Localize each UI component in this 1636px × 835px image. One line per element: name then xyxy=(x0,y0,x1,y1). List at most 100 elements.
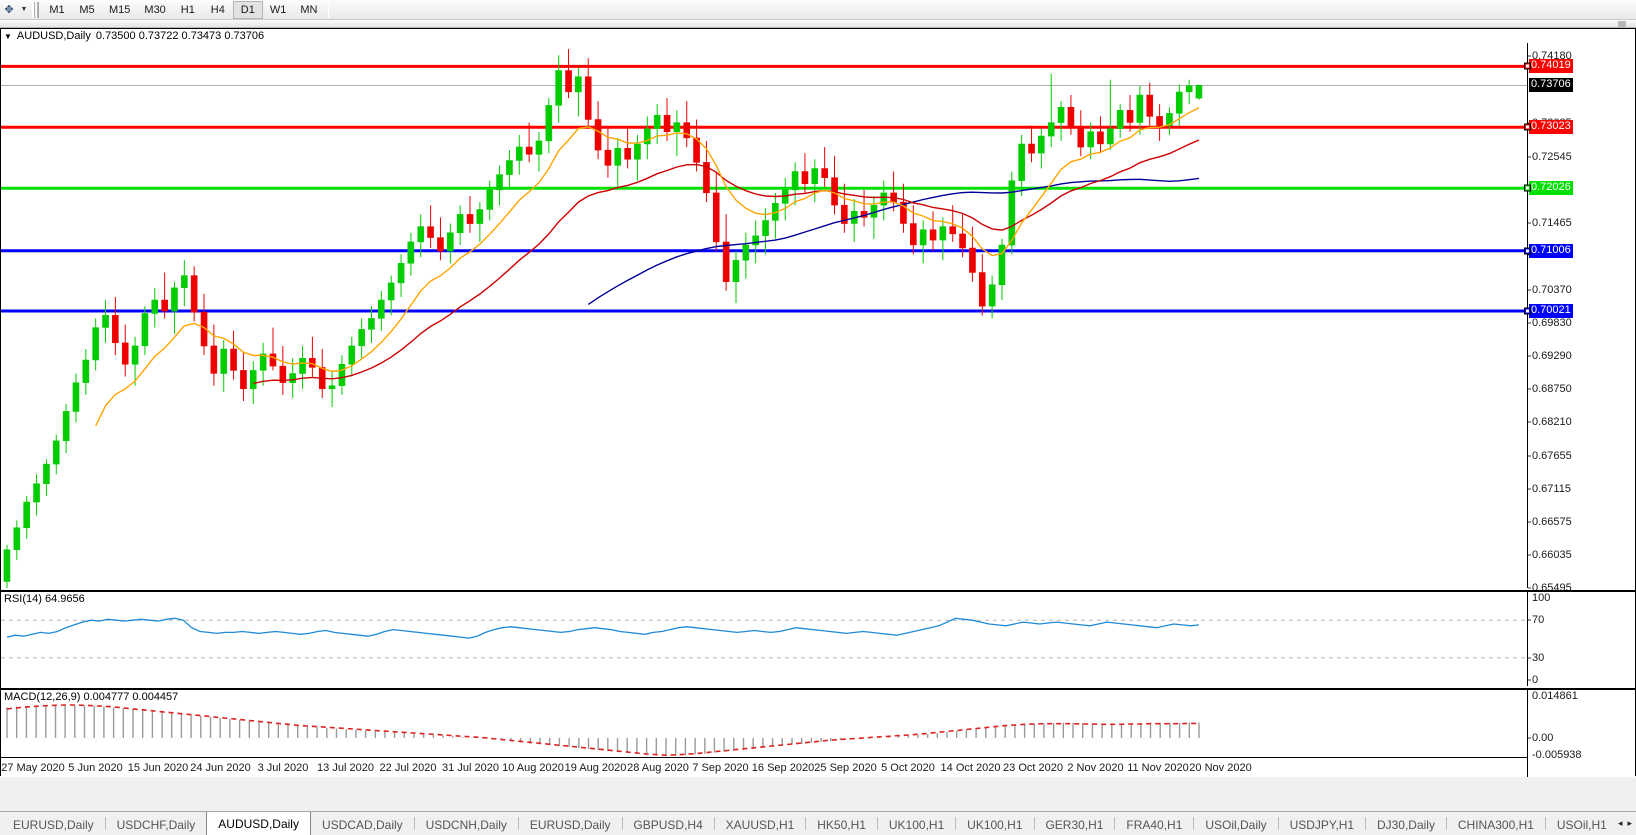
date-tick: 11 Nov 2020 xyxy=(1127,762,1189,774)
price-tick: 0.71465 xyxy=(1528,217,1572,229)
chart-tab-gbpusd-h4[interactable]: GBPUSD,H4 xyxy=(633,817,703,832)
timeframe-m5[interactable]: M5 xyxy=(79,3,95,16)
price-level-label-resistance-740[interactable]: 0.74019 xyxy=(1529,59,1573,74)
toolbar-dropdown-caret-icon[interactable]: ▼ xyxy=(20,6,28,13)
macd-label: MACD(12,26,9) 0.004777 0.004457 xyxy=(4,691,179,703)
chart-canvas-window: ▼ AUDUSD,Daily 0.73500 0.73722 0.73473 0… xyxy=(0,28,1636,777)
handle-center xyxy=(1526,125,1529,129)
chart-tab-audusd-daily[interactable]: AUDUSD,Daily xyxy=(206,812,311,835)
date-tick: 22 Jul 2020 xyxy=(379,762,437,774)
price-chart-svg xyxy=(1,49,1527,588)
chart-horizontal-scrollbar[interactable] xyxy=(0,20,1636,28)
scrollbar-thumb[interactable] xyxy=(1618,21,1626,27)
chart-tab-uk100-h1[interactable]: UK100,H1 xyxy=(888,817,945,832)
price-tick: 0.68750 xyxy=(1528,383,1572,395)
tick-dash xyxy=(1528,55,1531,57)
rsi-tick: 30 xyxy=(1528,652,1544,664)
rsi-label: RSI(14) 64.9656 xyxy=(4,593,85,605)
macd-chart-svg xyxy=(6,704,1200,757)
chart-ohlc-values: 0.73500 0.73722 0.73473 0.73706 xyxy=(95,30,265,42)
chart-tab-china300-h1[interactable]: CHINA300,H1 xyxy=(1457,817,1534,832)
toolbar-separator xyxy=(328,1,330,18)
tick-dash xyxy=(1528,222,1531,224)
price-level-label-current-price[interactable]: 0.73706 xyxy=(1529,78,1573,93)
chart-tab-uk100-h1[interactable]: UK100,H1 xyxy=(967,817,1023,832)
timeframe-d1[interactable]: D1 xyxy=(232,0,263,19)
price-level-label-support-700[interactable]: 0.70021 xyxy=(1529,304,1573,318)
tab-divider xyxy=(1033,817,1035,830)
chart-tab-eurusd-daily[interactable]: EURUSD,Daily xyxy=(529,817,611,832)
timeframe-m1[interactable]: M1 xyxy=(49,3,65,16)
tab-divider xyxy=(1114,817,1116,830)
tick-dash xyxy=(1528,289,1531,291)
tab-scroll-nav: ◂ ▸ xyxy=(1618,818,1636,829)
tick-dash xyxy=(1528,657,1531,659)
chart-tab-usdjpy-h1[interactable]: USDJPY,H1 xyxy=(1289,817,1355,832)
timeframe-m15[interactable]: M15 xyxy=(109,3,131,16)
tick-dash xyxy=(1528,587,1531,589)
price-plot-area[interactable] xyxy=(1,43,1527,588)
timeframe-h4[interactable]: H4 xyxy=(210,3,225,16)
price-pane: 0.741800.730850.725450.714650.709300.703… xyxy=(1,43,1635,594)
chart-tab-eurusd-daily[interactable]: EURUSD,Daily xyxy=(13,817,94,832)
chart-tab-xauusd-h1[interactable]: XAUUSD,H1 xyxy=(725,817,795,832)
date-tick: 24 Jun 2020 xyxy=(190,762,251,774)
level-handle-resistance-740[interactable] xyxy=(1524,62,1531,70)
crosshair-pointer-icon[interactable]: ✥ xyxy=(4,4,14,16)
level-handle-support-710[interactable] xyxy=(1524,247,1531,255)
tab-divider xyxy=(955,817,957,830)
timeframe-h1[interactable]: H1 xyxy=(180,3,195,16)
chart-tab-usdcnh-daily[interactable]: USDCNH,Daily xyxy=(425,817,507,832)
date-tick: 14 Oct 2020 xyxy=(940,762,1001,774)
tick-dash xyxy=(1528,322,1531,324)
price-tick: 0.67655 xyxy=(1528,450,1572,462)
rsi-chart-svg xyxy=(1,617,1527,659)
date-tick: 23 Oct 2020 xyxy=(1003,762,1063,774)
tab-divider xyxy=(413,817,415,830)
price-level-label-support-720[interactable]: 0.72026 xyxy=(1529,181,1573,196)
tab-divider xyxy=(1365,817,1366,830)
timeframe-m30[interactable]: M30 xyxy=(144,3,166,16)
price-y-axis[interactable]: 0.741800.730850.725450.714650.709300.703… xyxy=(1524,43,1635,594)
level-handle-resistance-730[interactable] xyxy=(1524,123,1531,131)
date-tick: 31 Jul 2020 xyxy=(442,762,499,774)
toolbar-drag-grip[interactable] xyxy=(32,1,39,18)
level-handle-support-700[interactable] xyxy=(1524,307,1531,315)
rsi-plot-area[interactable] xyxy=(1,592,1527,686)
chart-tab-ger30-h1[interactable]: GER30,H1 xyxy=(1045,817,1104,832)
chart-tab-usoil-daily[interactable]: USOil,Daily xyxy=(1205,817,1267,832)
macd-tick: 0.014861 xyxy=(1532,690,1578,702)
price-tick: 0.66575 xyxy=(1528,516,1572,528)
chart-collapse-icon[interactable]: ▼ xyxy=(4,31,12,41)
date-tick: 15 Jun 2020 xyxy=(127,762,189,774)
price-level-label-resistance-730[interactable]: 0.73023 xyxy=(1529,120,1573,135)
handle-center xyxy=(1526,309,1529,313)
timeframe-mn[interactable]: MN xyxy=(300,3,318,16)
tick-dash xyxy=(1528,455,1531,457)
rsi-tick: 0 xyxy=(1528,674,1538,686)
macd-plot-area[interactable] xyxy=(1,690,1527,757)
date-tick: 2 Nov 2020 xyxy=(1067,762,1124,774)
tick-dash xyxy=(1528,355,1531,357)
date-axis: 27 May 2020 5 Jun 2020 15 Jun 2020 24 Jun 2… xyxy=(1,757,1527,777)
tab-scroll-right-icon[interactable]: ▸ xyxy=(1627,818,1632,828)
timeframe-w1[interactable]: W1 xyxy=(269,3,287,16)
date-tick: 5 Jun 2020 xyxy=(68,762,123,774)
tick-dash xyxy=(1528,554,1531,556)
tab-divider xyxy=(517,817,519,830)
chart-tab-dj30-daily[interactable]: DJ30,Daily xyxy=(1376,817,1435,832)
price-tick: 0.69290 xyxy=(1528,350,1572,362)
level-handle-support-720[interactable] xyxy=(1524,184,1531,192)
price-level-label-support-710[interactable]: 0.71006 xyxy=(1529,243,1573,258)
chart-tab-usdchf-daily[interactable]: USDCHF,Daily xyxy=(116,817,196,832)
price-tick: 0.67115 xyxy=(1528,483,1571,495)
chart-tab-fra40-h1[interactable]: FRA40,H1 xyxy=(1126,817,1183,832)
tab-scroll-left-icon[interactable]: ◂ xyxy=(1617,818,1623,828)
macd-tick: 0.00 xyxy=(1528,732,1553,744)
tick-dash xyxy=(1528,488,1531,490)
chart-tab-usdcad-daily[interactable]: USDCAD,Daily xyxy=(321,817,403,832)
date-tick: 10 Aug 2020 xyxy=(502,762,564,774)
price-tick: 0.70370 xyxy=(1528,284,1572,296)
chart-tab-usoil-h1[interactable]: USOil,H1 xyxy=(1556,817,1607,832)
chart-tab-hk50-h1[interactable]: HK50,H1 xyxy=(817,817,866,832)
